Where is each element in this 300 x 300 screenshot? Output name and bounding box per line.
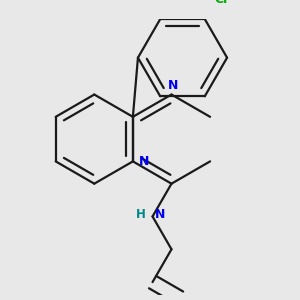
Text: N: N <box>167 79 178 92</box>
Text: H: H <box>136 208 146 221</box>
Text: N: N <box>155 208 165 221</box>
Text: N: N <box>139 155 149 168</box>
Text: Cl: Cl <box>214 0 227 6</box>
